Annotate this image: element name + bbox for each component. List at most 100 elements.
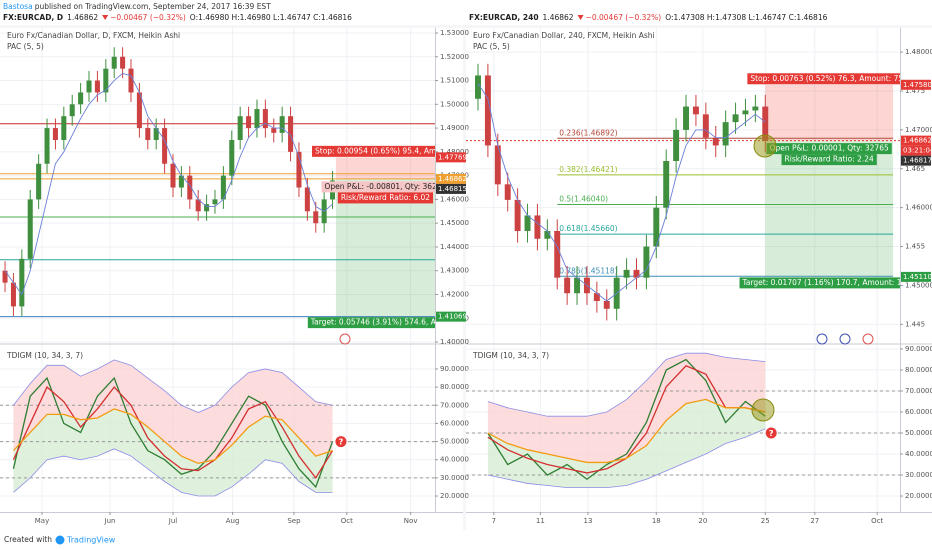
y-tick-label: 30.0000 bbox=[905, 471, 932, 479]
candle-body bbox=[10, 282, 16, 307]
price-label: 1.41069 bbox=[438, 313, 467, 321]
price-label-bg bbox=[436, 152, 466, 163]
x-tick-label: Oct bbox=[871, 517, 883, 525]
candle-body bbox=[220, 175, 226, 200]
candle-body bbox=[86, 80, 92, 93]
candle-body bbox=[254, 109, 260, 129]
y-tick-label: 1.47000 bbox=[905, 126, 932, 134]
y-tick-label: 1.465 bbox=[905, 165, 925, 173]
pnl-label-bg bbox=[766, 143, 892, 155]
pane: TDIGM (10, 34, 3, 7) bbox=[0, 351, 435, 497]
footer-text: Created with bbox=[4, 535, 52, 544]
countdown: 03:21:04 bbox=[903, 147, 932, 155]
candle-body bbox=[673, 129, 680, 161]
candle-body bbox=[52, 128, 58, 140]
y-tick-label: 1.455 bbox=[905, 243, 925, 251]
candle-body bbox=[574, 277, 581, 294]
band-fill bbox=[13, 359, 333, 464]
candle-body bbox=[752, 106, 759, 111]
price-label-bg bbox=[901, 135, 931, 146]
y-tick-label: 1.53000 bbox=[440, 29, 469, 37]
y-tick-label: 1.50000 bbox=[440, 100, 469, 108]
y-tick-label: 90.0000 bbox=[905, 345, 932, 353]
candle-body bbox=[229, 139, 235, 176]
candle-body bbox=[534, 215, 541, 239]
y-tick-label: 50.0000 bbox=[440, 438, 469, 446]
pac-line bbox=[4, 72, 333, 296]
x-tick-label: May bbox=[35, 517, 49, 525]
down-arrow bbox=[577, 15, 584, 20]
event-icon[interactable] bbox=[839, 333, 851, 345]
symbol-symbol: FX:EURCAD, 240 bbox=[469, 13, 539, 22]
candle-body bbox=[69, 104, 75, 117]
candle-body bbox=[178, 175, 184, 188]
alert-marker-text: ? bbox=[339, 438, 344, 447]
candle-body bbox=[504, 184, 511, 200]
y-tick-label: 70.0000 bbox=[905, 387, 932, 395]
price-label-bg bbox=[901, 155, 931, 166]
target-label: Target: 0.05746 (3.91%) 574.6, Amount bbox=[310, 318, 460, 327]
stop-label: Stop: 0.00763 (0.52%) 76.3, Amount: 750 bbox=[750, 74, 908, 83]
price-label-bg bbox=[436, 183, 466, 194]
price-label: 1.47769 bbox=[438, 153, 467, 161]
y-tick-label: 1.43000 bbox=[440, 267, 469, 275]
brand-logo bbox=[55, 535, 65, 545]
symbol-change: −0.00467 (−0.32%) bbox=[110, 13, 186, 22]
symbol-change: −0.00467 (−0.32%) bbox=[586, 13, 662, 22]
candle-body bbox=[663, 161, 670, 208]
rr-label: Risk/Reward Ratio: 2.24 bbox=[785, 155, 874, 164]
event-icon[interactable] bbox=[816, 333, 828, 345]
y-tick-label: 80.0000 bbox=[905, 366, 932, 374]
pnl-label: Open P&L: -0.00801, Qty: 36207 bbox=[325, 182, 447, 191]
x-tick-label: 27 bbox=[810, 517, 819, 525]
candle-body bbox=[27, 199, 33, 259]
candle-body bbox=[593, 293, 600, 301]
candle-body bbox=[103, 68, 109, 93]
stop-zone bbox=[335, 157, 435, 179]
stop-label-bg bbox=[312, 145, 435, 157]
x-tick-label: 18 bbox=[652, 517, 661, 525]
indicator-line bbox=[487, 398, 766, 464]
down-arrow bbox=[102, 15, 109, 20]
candle-body bbox=[195, 199, 201, 212]
event-icon[interactable] bbox=[339, 333, 351, 345]
candle-body bbox=[153, 128, 159, 140]
published-note: published on TradingView.com, September … bbox=[35, 2, 272, 11]
event-icon[interactable] bbox=[862, 333, 874, 345]
y-tick-label: 1.45000 bbox=[905, 281, 932, 289]
price-label-bg bbox=[436, 173, 466, 184]
highlight-circle bbox=[751, 398, 775, 422]
candle-body bbox=[136, 92, 142, 129]
rr-label-bg bbox=[781, 154, 877, 166]
y-tick-label: 1.46000 bbox=[440, 195, 469, 203]
pac-line bbox=[477, 82, 766, 302]
brand-name[interactable]: TradingView bbox=[66, 536, 116, 545]
candle-body bbox=[712, 137, 719, 146]
stop-zone bbox=[765, 84, 894, 141]
candle-body bbox=[170, 163, 176, 188]
candle-body bbox=[722, 122, 729, 146]
price-label: 1.46815 bbox=[438, 185, 467, 193]
x-tick-label: Oct bbox=[341, 517, 353, 525]
indicator-line bbox=[487, 352, 766, 417]
symbol-ohlc: O:1.47308 H:1.47308 L:1.46747 C:1.46816 bbox=[665, 13, 827, 22]
indicator-line bbox=[12, 376, 334, 489]
rr-label-bg bbox=[337, 192, 434, 204]
y-tick-label: 40.0000 bbox=[905, 450, 932, 458]
fib-label: 0.618(1.45660) bbox=[559, 224, 617, 233]
indicator-line bbox=[13, 359, 333, 413]
y-tick-label: 1.40000 bbox=[440, 338, 469, 346]
stop-label-bg bbox=[747, 73, 900, 85]
candle-body bbox=[2, 270, 8, 283]
candle-body bbox=[128, 68, 134, 93]
x-tick-label: Jul bbox=[168, 517, 178, 525]
y-tick-label: 1.52000 bbox=[440, 53, 469, 61]
author[interactable]: Bastosa bbox=[3, 2, 33, 11]
candle-body bbox=[742, 110, 749, 115]
target-label-bg bbox=[739, 277, 900, 289]
candle-body bbox=[304, 187, 310, 212]
candle-body bbox=[204, 204, 210, 212]
y-tick-label: 1.475 bbox=[905, 87, 925, 95]
indicator-line bbox=[13, 448, 333, 497]
y-tick-label: 20.0000 bbox=[440, 492, 469, 500]
